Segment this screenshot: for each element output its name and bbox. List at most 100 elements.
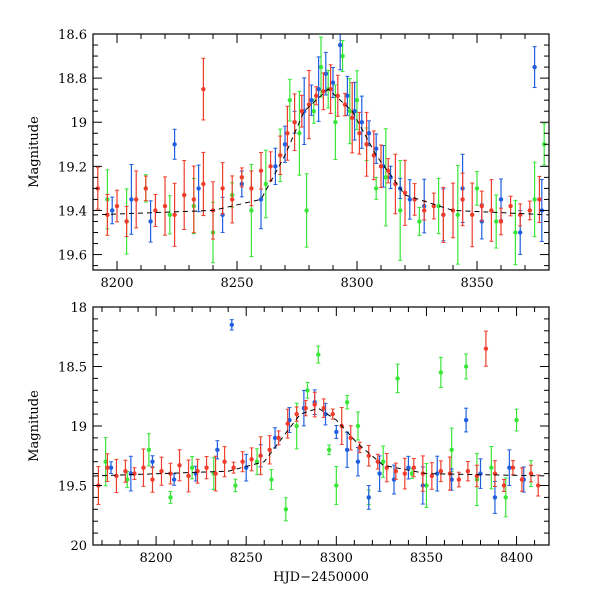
data-point <box>278 153 283 158</box>
data-point <box>455 212 460 218</box>
data-point <box>267 447 272 452</box>
y-tick-label: 19.4 <box>58 204 87 219</box>
y-tick-label: 19 <box>70 116 87 131</box>
data-point <box>498 197 504 202</box>
x-tick-label: 8350 <box>410 551 443 566</box>
data-point <box>258 168 264 173</box>
data-point <box>305 388 310 393</box>
data-point <box>186 473 191 479</box>
data-point <box>201 181 206 187</box>
data-point <box>507 465 512 470</box>
data-point <box>429 473 435 479</box>
data-point <box>114 203 120 209</box>
data-point <box>503 495 508 500</box>
data-point <box>422 208 427 213</box>
data-point <box>449 477 454 482</box>
data-point <box>294 411 299 417</box>
data-point <box>344 447 350 452</box>
top-light-curve-panel: 8200 8250 8300 8350 18.6 18.8 19 19.2 19.4 19.6 Ma… <box>27 28 550 291</box>
data-point <box>132 471 137 476</box>
data-point <box>326 447 332 452</box>
data-point <box>303 405 308 411</box>
data-point <box>438 469 444 474</box>
data-point <box>108 465 114 470</box>
data-point <box>441 212 446 218</box>
data-point <box>479 203 484 209</box>
data-point <box>366 495 371 500</box>
model-curve <box>93 88 549 216</box>
data-point <box>348 435 353 441</box>
data-point <box>366 453 371 458</box>
data-point <box>172 142 177 147</box>
data-point <box>287 417 292 423</box>
data-point <box>330 411 335 417</box>
data-point <box>417 219 422 224</box>
x-tick-label: 8350 <box>460 276 493 291</box>
data-point <box>424 483 429 488</box>
data-point <box>162 203 168 209</box>
data-point <box>204 465 209 470</box>
data-point <box>479 219 484 224</box>
data-point <box>535 483 541 488</box>
data-point <box>297 131 302 136</box>
data-point <box>249 186 254 191</box>
data-point <box>334 483 339 488</box>
data-point <box>105 465 110 470</box>
data-point <box>470 212 475 218</box>
data-point <box>304 208 309 213</box>
data-point <box>239 175 244 180</box>
x-tick-label: 8200 <box>140 551 173 566</box>
data-point <box>134 197 139 202</box>
data-point <box>501 483 507 488</box>
data-point <box>350 115 355 121</box>
data-point <box>340 53 345 59</box>
bottom-light-curve-panel: 8200 8250 8300 8350 8400 18 18.5 19 19.5 20 Magnit… <box>27 301 550 585</box>
data-point <box>406 465 411 470</box>
data-point <box>335 93 340 98</box>
data-point <box>258 453 263 458</box>
data-point <box>537 197 542 202</box>
x-tick-label: 8250 <box>220 276 253 291</box>
data-point <box>338 42 343 48</box>
data-point <box>355 423 361 429</box>
data-point <box>463 417 469 423</box>
data-point <box>167 212 172 218</box>
data-point <box>492 495 498 500</box>
data-point <box>124 219 129 224</box>
x-axis-title: HJD−2450000 <box>273 570 369 585</box>
data-point <box>125 477 130 482</box>
data-point <box>393 469 398 474</box>
y-tick-label: 19.5 <box>58 480 87 495</box>
data-point <box>306 102 312 107</box>
data-point <box>229 322 234 328</box>
data-point <box>489 208 494 213</box>
data-point <box>333 120 338 125</box>
plot-area <box>93 319 549 522</box>
data-point <box>374 146 379 151</box>
model-curve <box>93 407 549 477</box>
data-point <box>456 477 462 482</box>
data-point <box>398 208 403 213</box>
data-point <box>377 471 382 476</box>
data-point <box>143 186 148 191</box>
data-point <box>402 471 408 476</box>
plot-area <box>93 34 549 266</box>
data-point <box>146 447 152 452</box>
data-point <box>357 131 362 136</box>
data-point <box>518 230 523 235</box>
y-tick-label: 19.2 <box>58 160 87 175</box>
data-point <box>285 131 290 136</box>
data-point <box>519 477 525 482</box>
data-point <box>323 411 328 417</box>
data-point <box>498 219 504 224</box>
data-point <box>489 465 494 470</box>
plot-frame <box>92 33 550 271</box>
data-point <box>435 471 440 476</box>
data-point <box>263 181 268 187</box>
data-point <box>395 376 400 381</box>
data-point <box>189 465 195 470</box>
data-point <box>230 197 235 202</box>
x-tick-label: 8300 <box>340 276 373 291</box>
data-point <box>150 477 155 482</box>
